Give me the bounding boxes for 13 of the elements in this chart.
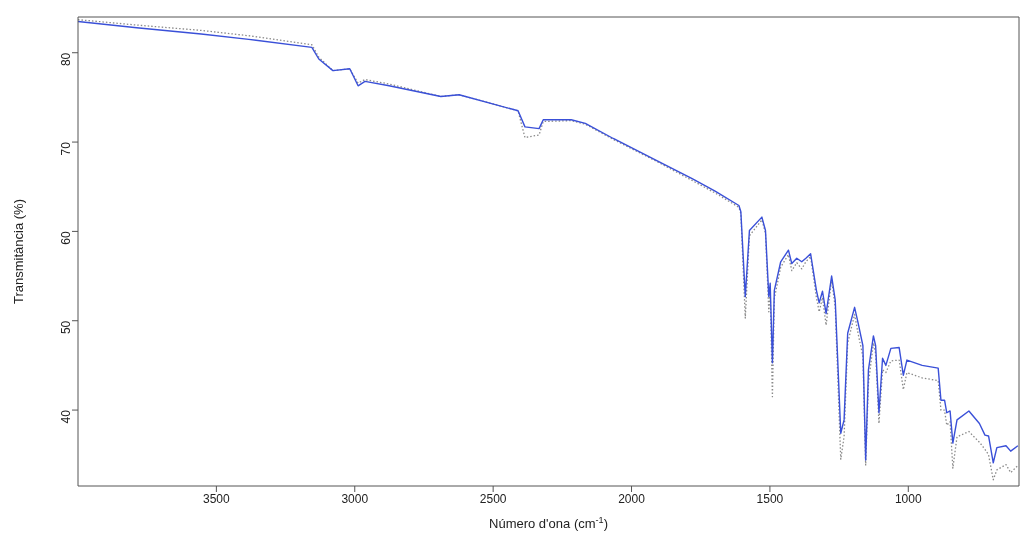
y-tick-label: 70 bbox=[59, 141, 74, 156]
y-tick-label: 80 bbox=[59, 52, 74, 67]
x-axis-title: Número d'ona (cm$^{-1}$) bbox=[489, 515, 608, 531]
x-tick-label: 2000 bbox=[618, 491, 646, 506]
x-tick-label: 1500 bbox=[756, 491, 784, 506]
y-tick-label: 50 bbox=[59, 320, 74, 335]
y-tick-label: 40 bbox=[59, 409, 74, 424]
x-tick-label: 3000 bbox=[341, 491, 369, 506]
x-tick-label: 2500 bbox=[479, 491, 507, 506]
y-axis-title: Transmitància (%) bbox=[10, 199, 26, 304]
x-tick-label: 1000 bbox=[894, 491, 922, 506]
x-tick-label: 3500 bbox=[203, 491, 231, 506]
y-tick-label: 60 bbox=[59, 231, 74, 245]
